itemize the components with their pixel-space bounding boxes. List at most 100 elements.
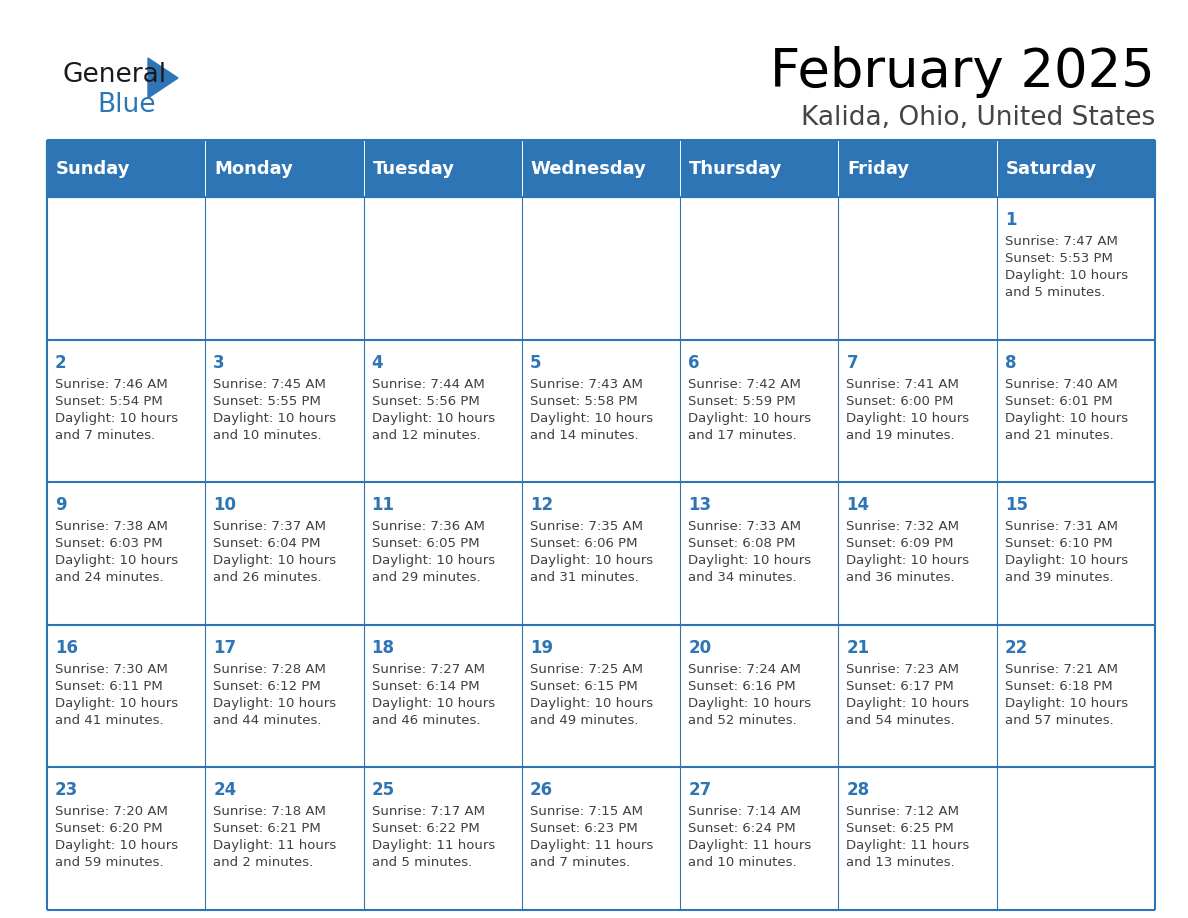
Text: and 24 minutes.: and 24 minutes. <box>55 571 164 584</box>
Text: Sunrise: 7:23 AM: Sunrise: 7:23 AM <box>846 663 960 676</box>
Text: 12: 12 <box>530 497 552 514</box>
Text: and 21 minutes.: and 21 minutes. <box>1005 429 1113 442</box>
Text: Daylight: 10 hours: Daylight: 10 hours <box>55 554 178 567</box>
Text: 19: 19 <box>530 639 552 656</box>
Text: 14: 14 <box>846 497 870 514</box>
Text: and 7 minutes.: and 7 minutes. <box>530 856 630 869</box>
Text: Sunset: 6:15 PM: Sunset: 6:15 PM <box>530 680 638 693</box>
Text: and 44 minutes.: and 44 minutes. <box>214 714 322 727</box>
Text: Sunset: 6:17 PM: Sunset: 6:17 PM <box>846 680 954 693</box>
Text: Sunrise: 7:18 AM: Sunrise: 7:18 AM <box>214 805 327 819</box>
Text: General: General <box>62 62 166 88</box>
Text: 21: 21 <box>846 639 870 656</box>
Text: 18: 18 <box>372 639 394 656</box>
Text: Sunset: 6:11 PM: Sunset: 6:11 PM <box>55 680 163 693</box>
Text: Sunset: 6:03 PM: Sunset: 6:03 PM <box>55 537 163 550</box>
Bar <box>48 482 1155 625</box>
Text: 26: 26 <box>530 781 552 800</box>
Text: 28: 28 <box>846 781 870 800</box>
Bar <box>48 340 1155 482</box>
Text: 22: 22 <box>1005 639 1028 656</box>
Text: and 10 minutes.: and 10 minutes. <box>688 856 797 869</box>
Text: 27: 27 <box>688 781 712 800</box>
Text: Monday: Monday <box>214 160 293 177</box>
Text: Sunrise: 7:46 AM: Sunrise: 7:46 AM <box>55 377 168 390</box>
Text: Daylight: 10 hours: Daylight: 10 hours <box>55 839 178 853</box>
Text: Sunset: 6:00 PM: Sunset: 6:00 PM <box>846 395 954 408</box>
Text: Sunrise: 7:20 AM: Sunrise: 7:20 AM <box>55 805 168 819</box>
Text: 2: 2 <box>55 353 67 372</box>
Text: Blue: Blue <box>97 92 156 118</box>
Text: Daylight: 10 hours: Daylight: 10 hours <box>846 411 969 425</box>
Text: and 2 minutes.: and 2 minutes. <box>214 856 314 869</box>
Text: Daylight: 10 hours: Daylight: 10 hours <box>372 697 494 710</box>
Text: 15: 15 <box>1005 497 1028 514</box>
Text: Sunset: 6:06 PM: Sunset: 6:06 PM <box>530 537 637 550</box>
Text: 5: 5 <box>530 353 542 372</box>
Text: Sunrise: 7:25 AM: Sunrise: 7:25 AM <box>530 663 643 676</box>
Text: Sunrise: 7:38 AM: Sunrise: 7:38 AM <box>55 521 168 533</box>
Text: 1: 1 <box>1005 211 1016 229</box>
Text: and 46 minutes.: and 46 minutes. <box>372 714 480 727</box>
Text: and 39 minutes.: and 39 minutes. <box>1005 571 1113 584</box>
Text: Daylight: 10 hours: Daylight: 10 hours <box>688 554 811 567</box>
Text: February 2025: February 2025 <box>770 46 1155 98</box>
Text: Sunrise: 7:30 AM: Sunrise: 7:30 AM <box>55 663 168 676</box>
Text: Sunrise: 7:43 AM: Sunrise: 7:43 AM <box>530 377 643 390</box>
Text: and 29 minutes.: and 29 minutes. <box>372 571 480 584</box>
Text: and 17 minutes.: and 17 minutes. <box>688 429 797 442</box>
Text: Sunset: 6:23 PM: Sunset: 6:23 PM <box>530 823 638 835</box>
Text: 11: 11 <box>372 497 394 514</box>
Text: and 26 minutes.: and 26 minutes. <box>214 571 322 584</box>
Polygon shape <box>148 58 178 98</box>
Text: Friday: Friday <box>847 160 910 177</box>
Text: and 14 minutes.: and 14 minutes. <box>530 429 638 442</box>
Text: Daylight: 10 hours: Daylight: 10 hours <box>372 554 494 567</box>
Text: Sunset: 5:59 PM: Sunset: 5:59 PM <box>688 395 796 408</box>
Text: and 31 minutes.: and 31 minutes. <box>530 571 639 584</box>
Text: Sunrise: 7:28 AM: Sunrise: 7:28 AM <box>214 663 327 676</box>
Bar <box>48 625 1155 767</box>
Text: Sunset: 6:24 PM: Sunset: 6:24 PM <box>688 823 796 835</box>
Text: Sunrise: 7:27 AM: Sunrise: 7:27 AM <box>372 663 485 676</box>
Text: and 36 minutes.: and 36 minutes. <box>846 571 955 584</box>
Text: Daylight: 10 hours: Daylight: 10 hours <box>530 697 653 710</box>
Text: Sunrise: 7:21 AM: Sunrise: 7:21 AM <box>1005 663 1118 676</box>
Text: Sunset: 5:54 PM: Sunset: 5:54 PM <box>55 395 163 408</box>
Text: Saturday: Saturday <box>1006 160 1097 177</box>
Text: Sunrise: 7:35 AM: Sunrise: 7:35 AM <box>530 521 643 533</box>
Text: Daylight: 10 hours: Daylight: 10 hours <box>846 697 969 710</box>
Text: Sunset: 6:25 PM: Sunset: 6:25 PM <box>846 823 954 835</box>
Text: Daylight: 10 hours: Daylight: 10 hours <box>214 411 336 425</box>
Text: Kalida, Ohio, United States: Kalida, Ohio, United States <box>801 105 1155 131</box>
Text: Sunrise: 7:37 AM: Sunrise: 7:37 AM <box>214 521 327 533</box>
Text: 8: 8 <box>1005 353 1016 372</box>
Text: 13: 13 <box>688 497 712 514</box>
Text: and 54 minutes.: and 54 minutes. <box>846 714 955 727</box>
Text: 25: 25 <box>372 781 394 800</box>
Text: Sunset: 5:58 PM: Sunset: 5:58 PM <box>530 395 638 408</box>
Text: Sunrise: 7:14 AM: Sunrise: 7:14 AM <box>688 805 801 819</box>
Text: Daylight: 11 hours: Daylight: 11 hours <box>530 839 653 853</box>
Text: and 12 minutes.: and 12 minutes. <box>372 429 480 442</box>
Text: Daylight: 10 hours: Daylight: 10 hours <box>214 697 336 710</box>
Text: 16: 16 <box>55 639 78 656</box>
Text: Daylight: 10 hours: Daylight: 10 hours <box>55 411 178 425</box>
Text: and 59 minutes.: and 59 minutes. <box>55 856 164 869</box>
Text: Daylight: 10 hours: Daylight: 10 hours <box>1005 269 1127 282</box>
Text: Thursday: Thursday <box>689 160 783 177</box>
Text: Daylight: 10 hours: Daylight: 10 hours <box>1005 554 1127 567</box>
Text: Daylight: 11 hours: Daylight: 11 hours <box>372 839 495 853</box>
Text: Sunrise: 7:44 AM: Sunrise: 7:44 AM <box>372 377 485 390</box>
Text: Daylight: 10 hours: Daylight: 10 hours <box>530 411 653 425</box>
Text: and 7 minutes.: and 7 minutes. <box>55 429 156 442</box>
Text: and 41 minutes.: and 41 minutes. <box>55 714 164 727</box>
Text: Sunset: 6:22 PM: Sunset: 6:22 PM <box>372 823 479 835</box>
Text: 17: 17 <box>214 639 236 656</box>
Text: Sunset: 6:09 PM: Sunset: 6:09 PM <box>846 537 954 550</box>
Text: Sunset: 5:53 PM: Sunset: 5:53 PM <box>1005 252 1113 265</box>
Text: Daylight: 11 hours: Daylight: 11 hours <box>688 839 811 853</box>
Text: and 34 minutes.: and 34 minutes. <box>688 571 797 584</box>
Text: Daylight: 11 hours: Daylight: 11 hours <box>214 839 336 853</box>
Text: Sunset: 6:12 PM: Sunset: 6:12 PM <box>214 680 321 693</box>
